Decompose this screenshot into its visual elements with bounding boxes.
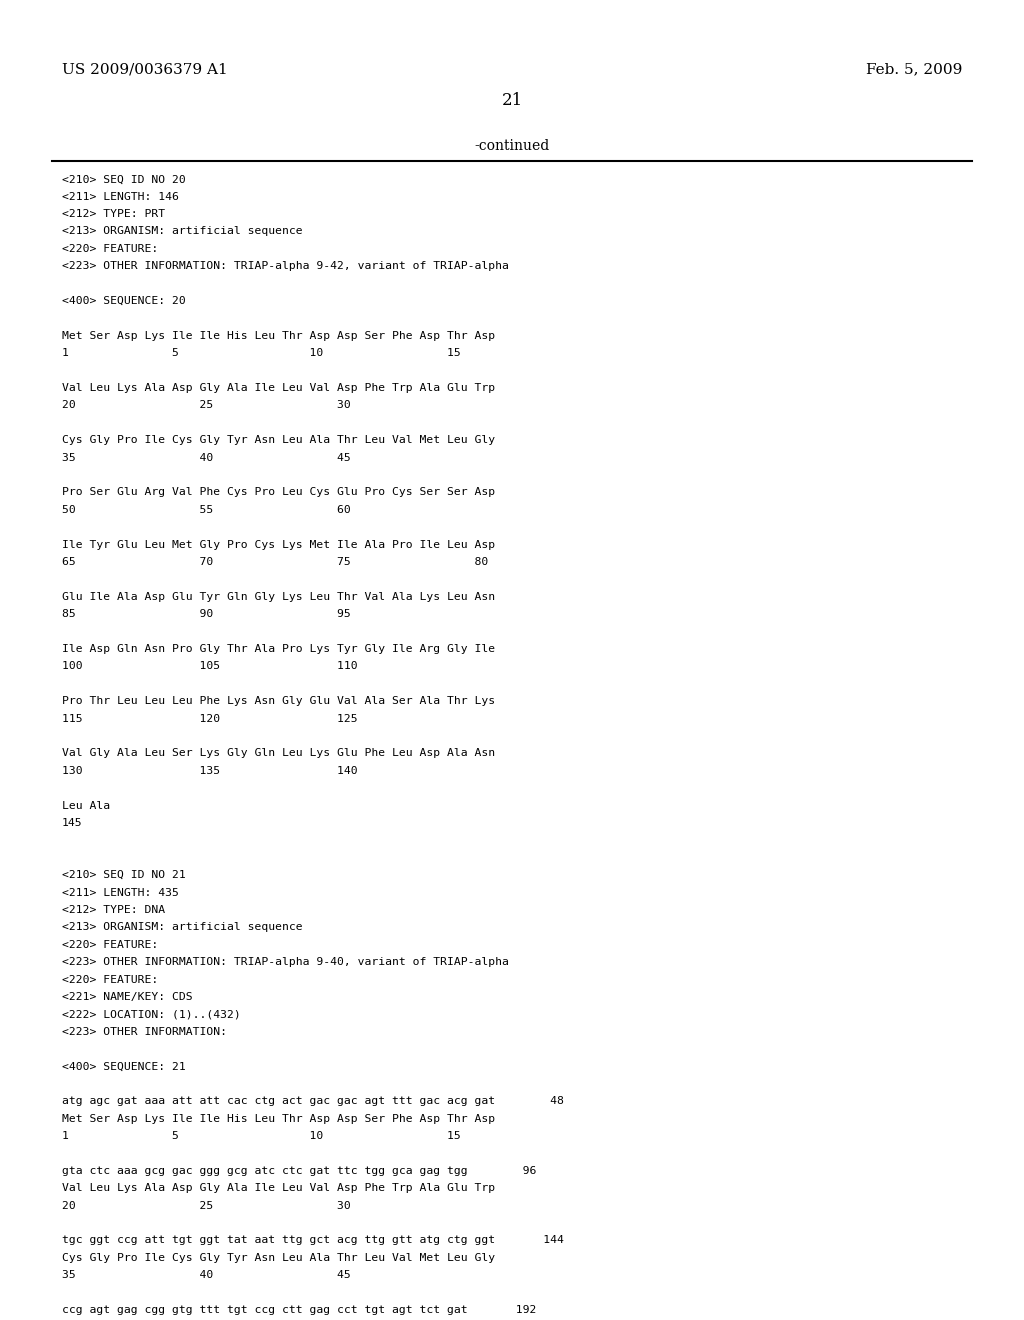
Text: 50                  55                  60: 50 55 60 xyxy=(62,504,351,515)
Text: <210> SEQ ID NO 21: <210> SEQ ID NO 21 xyxy=(62,870,185,880)
Text: 20                  25                  30: 20 25 30 xyxy=(62,1201,351,1210)
Text: <400> SEQUENCE: 21: <400> SEQUENCE: 21 xyxy=(62,1061,185,1072)
Text: Met Ser Asp Lys Ile Ile His Leu Thr Asp Asp Ser Phe Asp Thr Asp: Met Ser Asp Lys Ile Ile His Leu Thr Asp … xyxy=(62,331,496,341)
Text: 130                 135                 140: 130 135 140 xyxy=(62,766,357,776)
Text: -continued: -continued xyxy=(474,139,550,153)
Text: <210> SEQ ID NO 20: <210> SEQ ID NO 20 xyxy=(62,174,185,185)
Text: Leu Ala: Leu Ala xyxy=(62,800,111,810)
Text: 1               5                   10                  15: 1 5 10 15 xyxy=(62,348,461,358)
Text: <223> OTHER INFORMATION: TRIAP-alpha 9-42, variant of TRIAP-alpha: <223> OTHER INFORMATION: TRIAP-alpha 9-4… xyxy=(62,261,509,271)
Text: Val Gly Ala Leu Ser Lys Gly Gln Leu Lys Glu Phe Leu Asp Ala Asn: Val Gly Ala Leu Ser Lys Gly Gln Leu Lys … xyxy=(62,748,496,759)
Text: Pro Ser Glu Arg Val Phe Cys Pro Leu Cys Glu Pro Cys Ser Ser Asp: Pro Ser Glu Arg Val Phe Cys Pro Leu Cys … xyxy=(62,487,496,498)
Text: <213> ORGANISM: artificial sequence: <213> ORGANISM: artificial sequence xyxy=(62,923,303,932)
Text: US 2009/0036379 A1: US 2009/0036379 A1 xyxy=(62,62,227,77)
Text: ccg agt gag cgg gtg ttt tgt ccg ctt gag cct tgt agt tct gat       192: ccg agt gag cgg gtg ttt tgt ccg ctt gag … xyxy=(62,1305,537,1315)
Text: <212> TYPE: DNA: <212> TYPE: DNA xyxy=(62,906,165,915)
Text: 20                  25                  30: 20 25 30 xyxy=(62,400,351,411)
Text: <213> ORGANISM: artificial sequence: <213> ORGANISM: artificial sequence xyxy=(62,227,303,236)
Text: Feb. 5, 2009: Feb. 5, 2009 xyxy=(865,62,962,77)
Text: <223> OTHER INFORMATION: TRIAP-alpha 9-40, variant of TRIAP-alpha: <223> OTHER INFORMATION: TRIAP-alpha 9-4… xyxy=(62,957,509,968)
Text: gta ctc aaa gcg gac ggg gcg atc ctc gat ttc tgg gca gag tgg        96: gta ctc aaa gcg gac ggg gcg atc ctc gat … xyxy=(62,1166,537,1176)
Text: tgc ggt ccg att tgt ggt tat aat ttg gct acg ttg gtt atg ctg ggt       144: tgc ggt ccg att tgt ggt tat aat ttg gct … xyxy=(62,1236,564,1246)
Text: 100                 105                 110: 100 105 110 xyxy=(62,661,357,672)
Text: 145: 145 xyxy=(62,818,83,828)
Text: Pro Thr Leu Leu Leu Phe Lys Asn Gly Glu Val Ala Ser Ala Thr Lys: Pro Thr Leu Leu Leu Phe Lys Asn Gly Glu … xyxy=(62,696,496,706)
Text: atg agc gat aaa att att cac ctg act gac gac agt ttt gac acg gat        48: atg agc gat aaa att att cac ctg act gac … xyxy=(62,1097,564,1106)
Text: Val Leu Lys Ala Asp Gly Ala Ile Leu Val Asp Phe Trp Ala Glu Trp: Val Leu Lys Ala Asp Gly Ala Ile Leu Val … xyxy=(62,383,496,393)
Text: 115                 120                 125: 115 120 125 xyxy=(62,714,357,723)
Text: Cys Gly Pro Ile Cys Gly Tyr Asn Leu Ala Thr Leu Val Met Leu Gly: Cys Gly Pro Ile Cys Gly Tyr Asn Leu Ala … xyxy=(62,436,496,445)
Text: 1               5                   10                  15: 1 5 10 15 xyxy=(62,1131,461,1140)
Text: <211> LENGTH: 435: <211> LENGTH: 435 xyxy=(62,887,179,898)
Text: Ile Tyr Glu Leu Met Gly Pro Cys Lys Met Ile Ala Pro Ile Leu Asp: Ile Tyr Glu Leu Met Gly Pro Cys Lys Met … xyxy=(62,540,496,549)
Text: 21: 21 xyxy=(502,92,522,110)
Text: <212> TYPE: PRT: <212> TYPE: PRT xyxy=(62,209,165,219)
Text: <223> OTHER INFORMATION:: <223> OTHER INFORMATION: xyxy=(62,1027,227,1036)
Text: 65                  70                  75                  80: 65 70 75 80 xyxy=(62,557,488,568)
Text: <220> FEATURE:: <220> FEATURE: xyxy=(62,974,159,985)
Text: 35                  40                  45: 35 40 45 xyxy=(62,453,351,462)
Text: <220> FEATURE:: <220> FEATURE: xyxy=(62,940,159,949)
Text: Met Ser Asp Lys Ile Ile His Leu Thr Asp Asp Ser Phe Asp Thr Asp: Met Ser Asp Lys Ile Ile His Leu Thr Asp … xyxy=(62,1114,496,1123)
Text: Glu Ile Ala Asp Glu Tyr Gln Gly Lys Leu Thr Val Ala Lys Leu Asn: Glu Ile Ala Asp Glu Tyr Gln Gly Lys Leu … xyxy=(62,591,496,602)
Text: 85                  90                  95: 85 90 95 xyxy=(62,609,351,619)
Text: <220> FEATURE:: <220> FEATURE: xyxy=(62,244,159,253)
Text: <211> LENGTH: 146: <211> LENGTH: 146 xyxy=(62,191,179,202)
Text: Ile Asp Gln Asn Pro Gly Thr Ala Pro Lys Tyr Gly Ile Arg Gly Ile: Ile Asp Gln Asn Pro Gly Thr Ala Pro Lys … xyxy=(62,644,496,653)
Text: <221> NAME/KEY: CDS: <221> NAME/KEY: CDS xyxy=(62,991,193,1002)
Text: Cys Gly Pro Ile Cys Gly Tyr Asn Leu Ala Thr Leu Val Met Leu Gly: Cys Gly Pro Ile Cys Gly Tyr Asn Leu Ala … xyxy=(62,1253,496,1263)
Text: <400> SEQUENCE: 20: <400> SEQUENCE: 20 xyxy=(62,296,185,306)
Text: <222> LOCATION: (1)..(432): <222> LOCATION: (1)..(432) xyxy=(62,1010,241,1019)
Text: Val Leu Lys Ala Asp Gly Ala Ile Leu Val Asp Phe Trp Ala Glu Trp: Val Leu Lys Ala Asp Gly Ala Ile Leu Val … xyxy=(62,1183,496,1193)
Text: 35                  40                  45: 35 40 45 xyxy=(62,1270,351,1280)
